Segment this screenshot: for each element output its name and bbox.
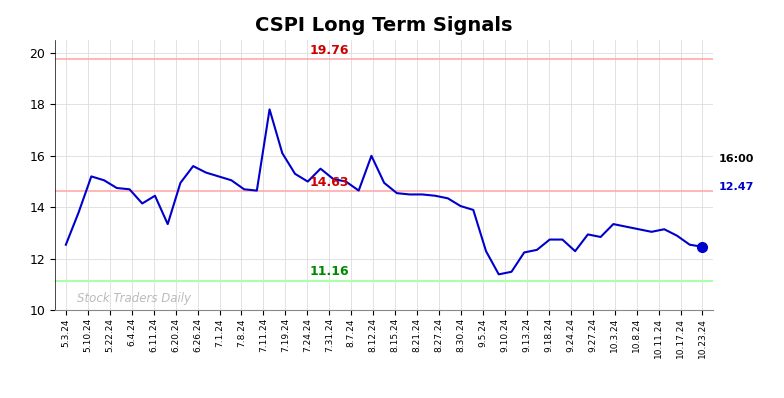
Text: 12.47: 12.47 [719,182,754,192]
Title: CSPI Long Term Signals: CSPI Long Term Signals [256,16,513,35]
Text: 16:00: 16:00 [719,154,754,164]
Text: 11.16: 11.16 [310,265,349,279]
Text: Stock Traders Daily: Stock Traders Daily [77,292,191,305]
Text: 19.76: 19.76 [310,44,349,57]
Text: 14.63: 14.63 [310,176,349,189]
